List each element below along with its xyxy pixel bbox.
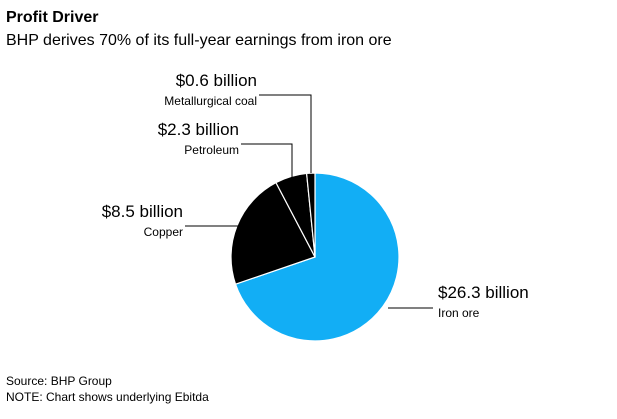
category-label: Copper xyxy=(144,225,183,239)
category-label: Iron ore xyxy=(438,306,480,320)
chart-title: Profit Driver xyxy=(6,9,98,26)
category-label: Metallurgical coal xyxy=(164,94,257,108)
leader-line xyxy=(241,143,293,177)
note: NOTE: Chart shows underlying Ebitda xyxy=(6,390,209,404)
value-label: $0.6 billion xyxy=(176,71,257,90)
category-label: Petroleum xyxy=(184,143,239,157)
chart-subtitle: BHP derives 70% of its full-year earning… xyxy=(6,32,392,49)
source: Source: BHP Group xyxy=(6,374,112,388)
value-label: $2.3 billion xyxy=(158,120,239,139)
value-label: $8.5 billion xyxy=(102,202,183,221)
pie-slice xyxy=(305,172,316,258)
leader-line xyxy=(259,94,312,173)
value-label: $26.3 billion xyxy=(438,283,529,302)
pie-slice xyxy=(234,172,400,342)
